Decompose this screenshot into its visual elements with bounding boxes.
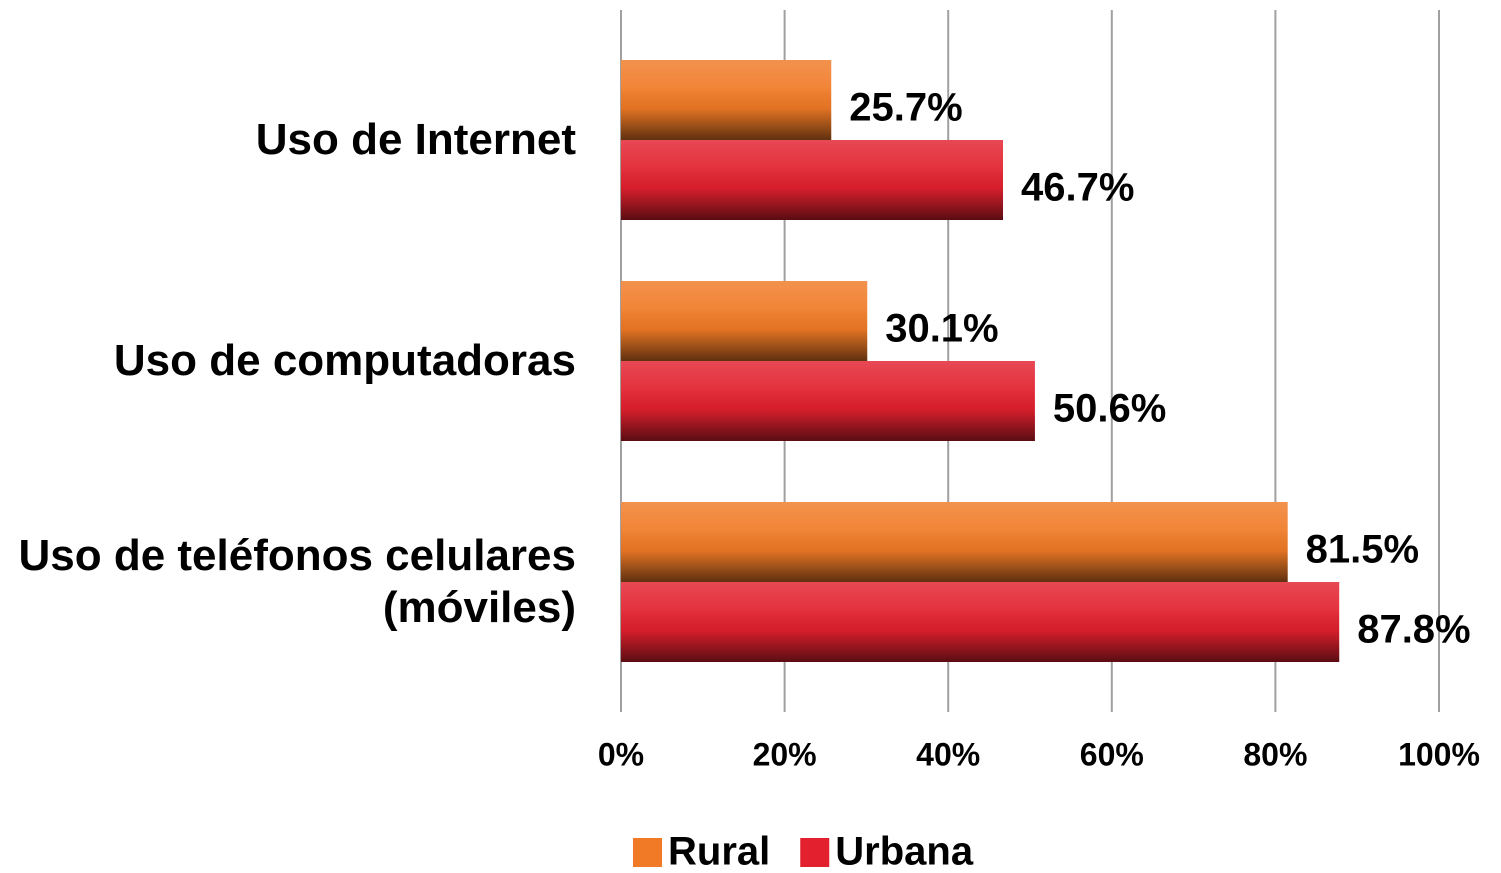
- bar: [621, 60, 832, 140]
- category-label: Uso de computadoras: [113, 336, 576, 385]
- legend-label: Rural: [668, 830, 770, 873]
- x-tick-label: 40%: [916, 736, 980, 772]
- legend-swatch: [633, 838, 662, 867]
- data-label: 25.7%: [849, 86, 962, 130]
- bar: [621, 281, 868, 361]
- x-tick-label: 80%: [1243, 736, 1307, 772]
- data-label: 81.5%: [1306, 528, 1419, 572]
- category-label: Uso de Internet: [255, 115, 576, 164]
- x-tick-label: 0%: [598, 736, 644, 772]
- legend-label: Urbana: [835, 830, 974, 873]
- x-tick-label: 20%: [753, 736, 817, 772]
- data-label: 87.8%: [1357, 608, 1470, 652]
- data-label: 50.6%: [1053, 387, 1166, 431]
- x-tick-label: 60%: [1080, 736, 1144, 772]
- data-label: 46.7%: [1021, 166, 1134, 210]
- category-label: Uso de teléfonos celulares (móviles): [18, 531, 576, 632]
- bar: [621, 361, 1035, 441]
- data-label: 30.1%: [885, 307, 998, 351]
- x-tick-label: 100%: [1398, 736, 1480, 772]
- bar: [621, 140, 1004, 220]
- legend-swatch: [800, 838, 830, 867]
- bar: [621, 502, 1288, 582]
- bar: [621, 582, 1340, 662]
